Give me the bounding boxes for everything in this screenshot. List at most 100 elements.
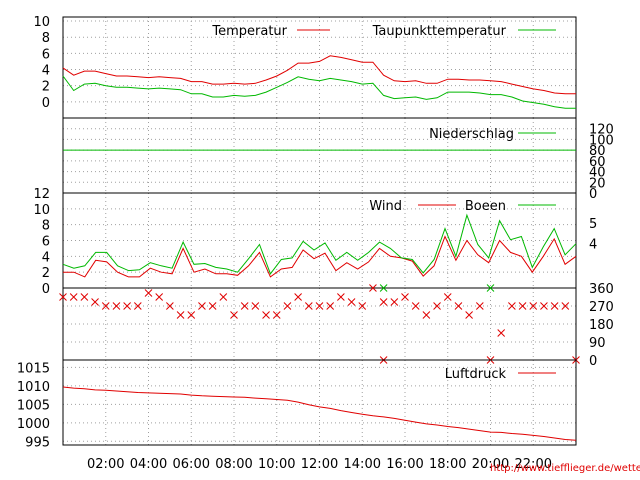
legend-label: Wind bbox=[369, 199, 402, 214]
scatter-point bbox=[294, 293, 302, 301]
x-tick-label: 18:00 bbox=[429, 457, 466, 472]
scatter-point bbox=[155, 293, 164, 301]
scatter-point bbox=[369, 284, 377, 292]
y-tick-label: 6 bbox=[42, 47, 50, 62]
y-tick-label: 20 bbox=[589, 176, 606, 191]
y-tick-label: 0 bbox=[589, 354, 597, 369]
scatter-point bbox=[240, 302, 249, 310]
scatter-point bbox=[112, 302, 121, 310]
legend-label: Temperatur bbox=[211, 24, 287, 39]
y-tick-label: 270 bbox=[589, 300, 614, 315]
scatter-point bbox=[337, 293, 345, 301]
y-tick-label: 12 bbox=[33, 187, 50, 202]
y-tick-label-right: 5 bbox=[589, 217, 597, 232]
y-tick-label: 120 bbox=[589, 123, 614, 138]
scatter-point bbox=[497, 329, 506, 337]
plot-frame bbox=[62, 359, 577, 446]
scatter-point bbox=[187, 311, 196, 319]
x-tick-label: 04:00 bbox=[130, 457, 167, 472]
scatter-point bbox=[475, 302, 484, 310]
scatter-point bbox=[486, 284, 495, 292]
y-tick-label: 0 bbox=[42, 96, 50, 111]
y-tick-label: 80 bbox=[589, 144, 606, 159]
x-tick-label: 22:00 bbox=[515, 457, 552, 472]
scatter-point bbox=[454, 302, 463, 310]
scatter-point bbox=[262, 311, 270, 319]
scatter-point bbox=[529, 302, 538, 310]
scatter-point bbox=[59, 293, 67, 301]
scatter-point bbox=[315, 302, 324, 310]
scatter-point bbox=[304, 302, 313, 310]
scatter-point bbox=[272, 311, 281, 319]
scatter-point bbox=[283, 302, 292, 310]
scatter-point bbox=[91, 298, 99, 306]
x-tick-label: 10:00 bbox=[258, 457, 295, 472]
y-tick-label: 4 bbox=[42, 64, 50, 79]
y-tick-label: 1005 bbox=[17, 398, 50, 413]
scatter-point bbox=[401, 293, 409, 301]
scatter-point bbox=[80, 293, 89, 301]
y-tick-label: 40 bbox=[589, 166, 606, 181]
series-line-boeen bbox=[62, 213, 577, 275]
scatter-point bbox=[69, 293, 78, 301]
scatter-point bbox=[144, 289, 153, 297]
y-tick-label: 360 bbox=[589, 282, 614, 297]
y-tick-label: 0 bbox=[42, 282, 50, 297]
x-tick-label: 16:00 bbox=[386, 457, 423, 472]
scatter-point bbox=[443, 293, 452, 301]
scatter-point bbox=[230, 311, 238, 319]
x-tick-label: 08:00 bbox=[215, 457, 252, 472]
scatter-point bbox=[176, 311, 185, 319]
scatter-point bbox=[550, 302, 559, 310]
scatter-point bbox=[358, 302, 367, 310]
y-tick-label: 2 bbox=[42, 80, 50, 95]
scatter-point bbox=[101, 302, 110, 310]
y-tick-label: 2 bbox=[42, 266, 50, 281]
scatter-point bbox=[561, 302, 570, 310]
scatter-point bbox=[133, 302, 142, 310]
legend-label: Luftdruck bbox=[445, 367, 507, 382]
y-tick-label: 0 bbox=[589, 187, 597, 202]
y-tick-label: 10 bbox=[33, 15, 50, 30]
scatter-point bbox=[198, 302, 206, 310]
x-tick-label: 12:00 bbox=[301, 457, 338, 472]
scatter-point bbox=[390, 298, 399, 306]
y-tick-label: 100 bbox=[589, 133, 614, 148]
y-tick-label: 90 bbox=[589, 336, 606, 351]
legend-label: Niederschlag bbox=[429, 127, 514, 142]
y-tick-label: 180 bbox=[589, 318, 614, 333]
scatter-point bbox=[166, 302, 174, 310]
scatter-point bbox=[251, 302, 260, 310]
x-tick-label: 02:00 bbox=[87, 457, 124, 472]
y-tick-label: 1015 bbox=[17, 361, 50, 376]
footer-url[interactable]: http://www.tiefflieger.de/wetter/ bbox=[490, 463, 640, 474]
scatter-point bbox=[208, 302, 217, 310]
y-tick-label-right: 4 bbox=[589, 238, 597, 253]
y-tick-label: 8 bbox=[42, 31, 50, 46]
series-line-temperatur bbox=[62, 55, 576, 95]
scatter-point bbox=[422, 311, 431, 319]
y-tick-label: 8 bbox=[42, 219, 50, 234]
legend-label: Taupunkttemperatur bbox=[372, 24, 507, 39]
x-tick-label: 06:00 bbox=[173, 457, 210, 472]
y-tick-label: 60 bbox=[589, 155, 606, 170]
y-tick-label: 4 bbox=[42, 250, 50, 265]
series-line-taupunkttemperatur bbox=[62, 75, 576, 109]
x-tick-label: 14:00 bbox=[344, 457, 381, 472]
y-tick-label: 995 bbox=[25, 435, 50, 450]
series-line-luftdruck bbox=[62, 386, 577, 441]
scatter-point bbox=[540, 302, 548, 310]
scatter-point bbox=[465, 311, 473, 319]
scatter-point bbox=[433, 302, 441, 310]
y-tick-label: 1000 bbox=[17, 417, 50, 432]
y-tick-label: 10 bbox=[33, 203, 50, 218]
scatter-point bbox=[379, 298, 388, 306]
scatter-point bbox=[411, 302, 420, 310]
scatter-point bbox=[518, 302, 527, 310]
scatter-point bbox=[326, 302, 335, 310]
y-tick-label: 6 bbox=[42, 235, 50, 250]
y-tick-label: 1010 bbox=[17, 380, 50, 395]
x-tick-label: 20:00 bbox=[472, 457, 509, 472]
scatter-point bbox=[219, 293, 228, 301]
